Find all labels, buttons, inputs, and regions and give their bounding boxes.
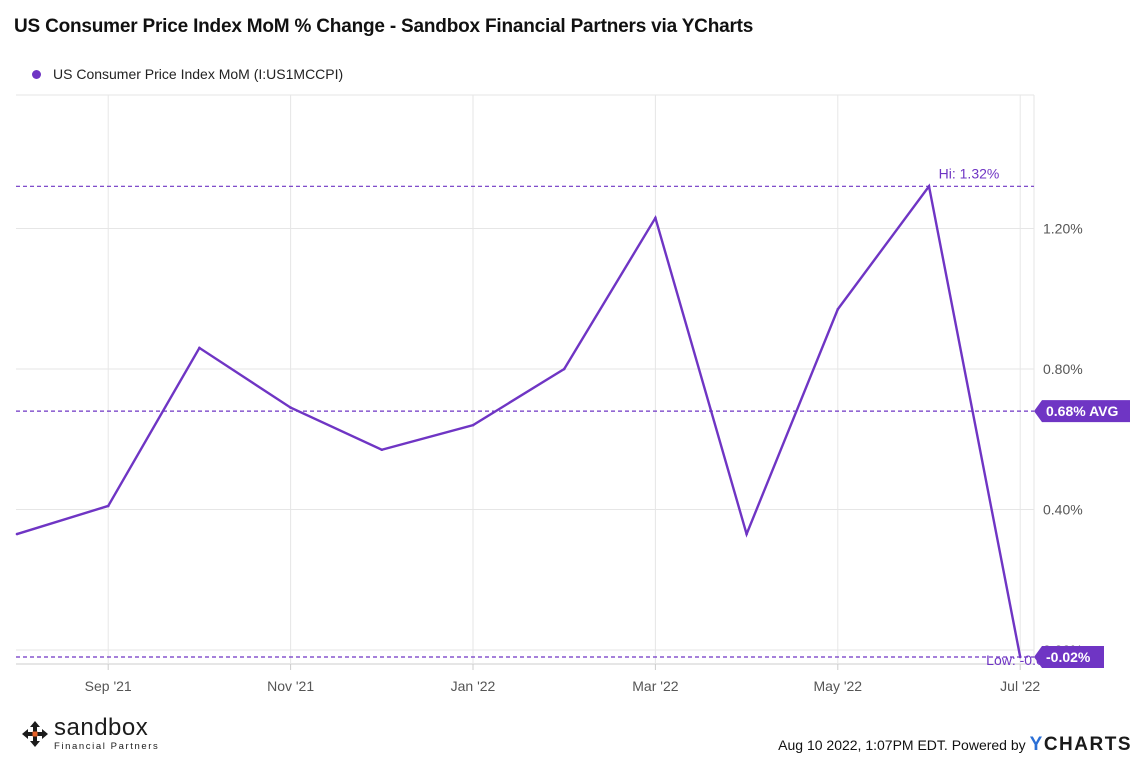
y-tick-label: 0.40% (1043, 501, 1083, 517)
ycharts-logo[interactable]: YCHARTS (1029, 734, 1132, 755)
high-label: Hi: 1.32% (939, 165, 1000, 181)
data-point (15, 532, 19, 536)
data-point (380, 448, 384, 452)
data-point (654, 216, 657, 220)
chart-title: US Consumer Price Index MoM % Change - S… (14, 16, 754, 37)
x-tick-label: Nov '21 (267, 678, 314, 694)
average-tag (1034, 400, 1130, 423)
legend-marker-icon (32, 69, 41, 79)
x-tick-label: May '22 (814, 678, 863, 694)
data-point (289, 406, 292, 409)
x-tick-label: Jul '22 (1000, 678, 1040, 694)
data-point (106, 504, 110, 508)
data-point (198, 346, 201, 350)
average-label: 0.68% AVG (1046, 403, 1118, 419)
legend-label: US Consumer Price Index MoM (I:US1MCCPI) (53, 66, 344, 82)
sandbox-arrows-icon (22, 720, 48, 747)
data-point (927, 185, 931, 188)
x-tick-label: Sep '21 (85, 678, 132, 694)
data-point (1018, 655, 1022, 659)
data-point (471, 423, 475, 427)
powered-by-text: Powered by (951, 737, 1026, 753)
last-value-tag (1034, 645, 1104, 668)
footer-attribution: Aug 10 2022, 1:07PM EDT. Powered by YCHA… (778, 734, 1132, 756)
data-point (562, 367, 566, 371)
logo-name: sandbox (54, 714, 149, 741)
x-tick-label: Mar '22 (632, 678, 678, 694)
y-tick-label: 1.20% (1043, 220, 1083, 236)
timestamp: Aug 10 2022, 1:07PM EDT. (778, 737, 948, 753)
y-tick-label: 0.80% (1043, 361, 1083, 377)
logo-subtitle: Financial Partners (54, 741, 160, 752)
data-point (836, 307, 840, 311)
last-value-label: -0.02% (1046, 649, 1091, 665)
legend[interactable]: US Consumer Price Index MoM (I:US1MCCPI) (32, 66, 343, 82)
data-point (745, 532, 748, 536)
series-line (16, 183, 1022, 658)
sandbox-logo: sandbox Financial Partners (22, 716, 159, 752)
x-tick-label: Jan '22 (451, 678, 496, 694)
